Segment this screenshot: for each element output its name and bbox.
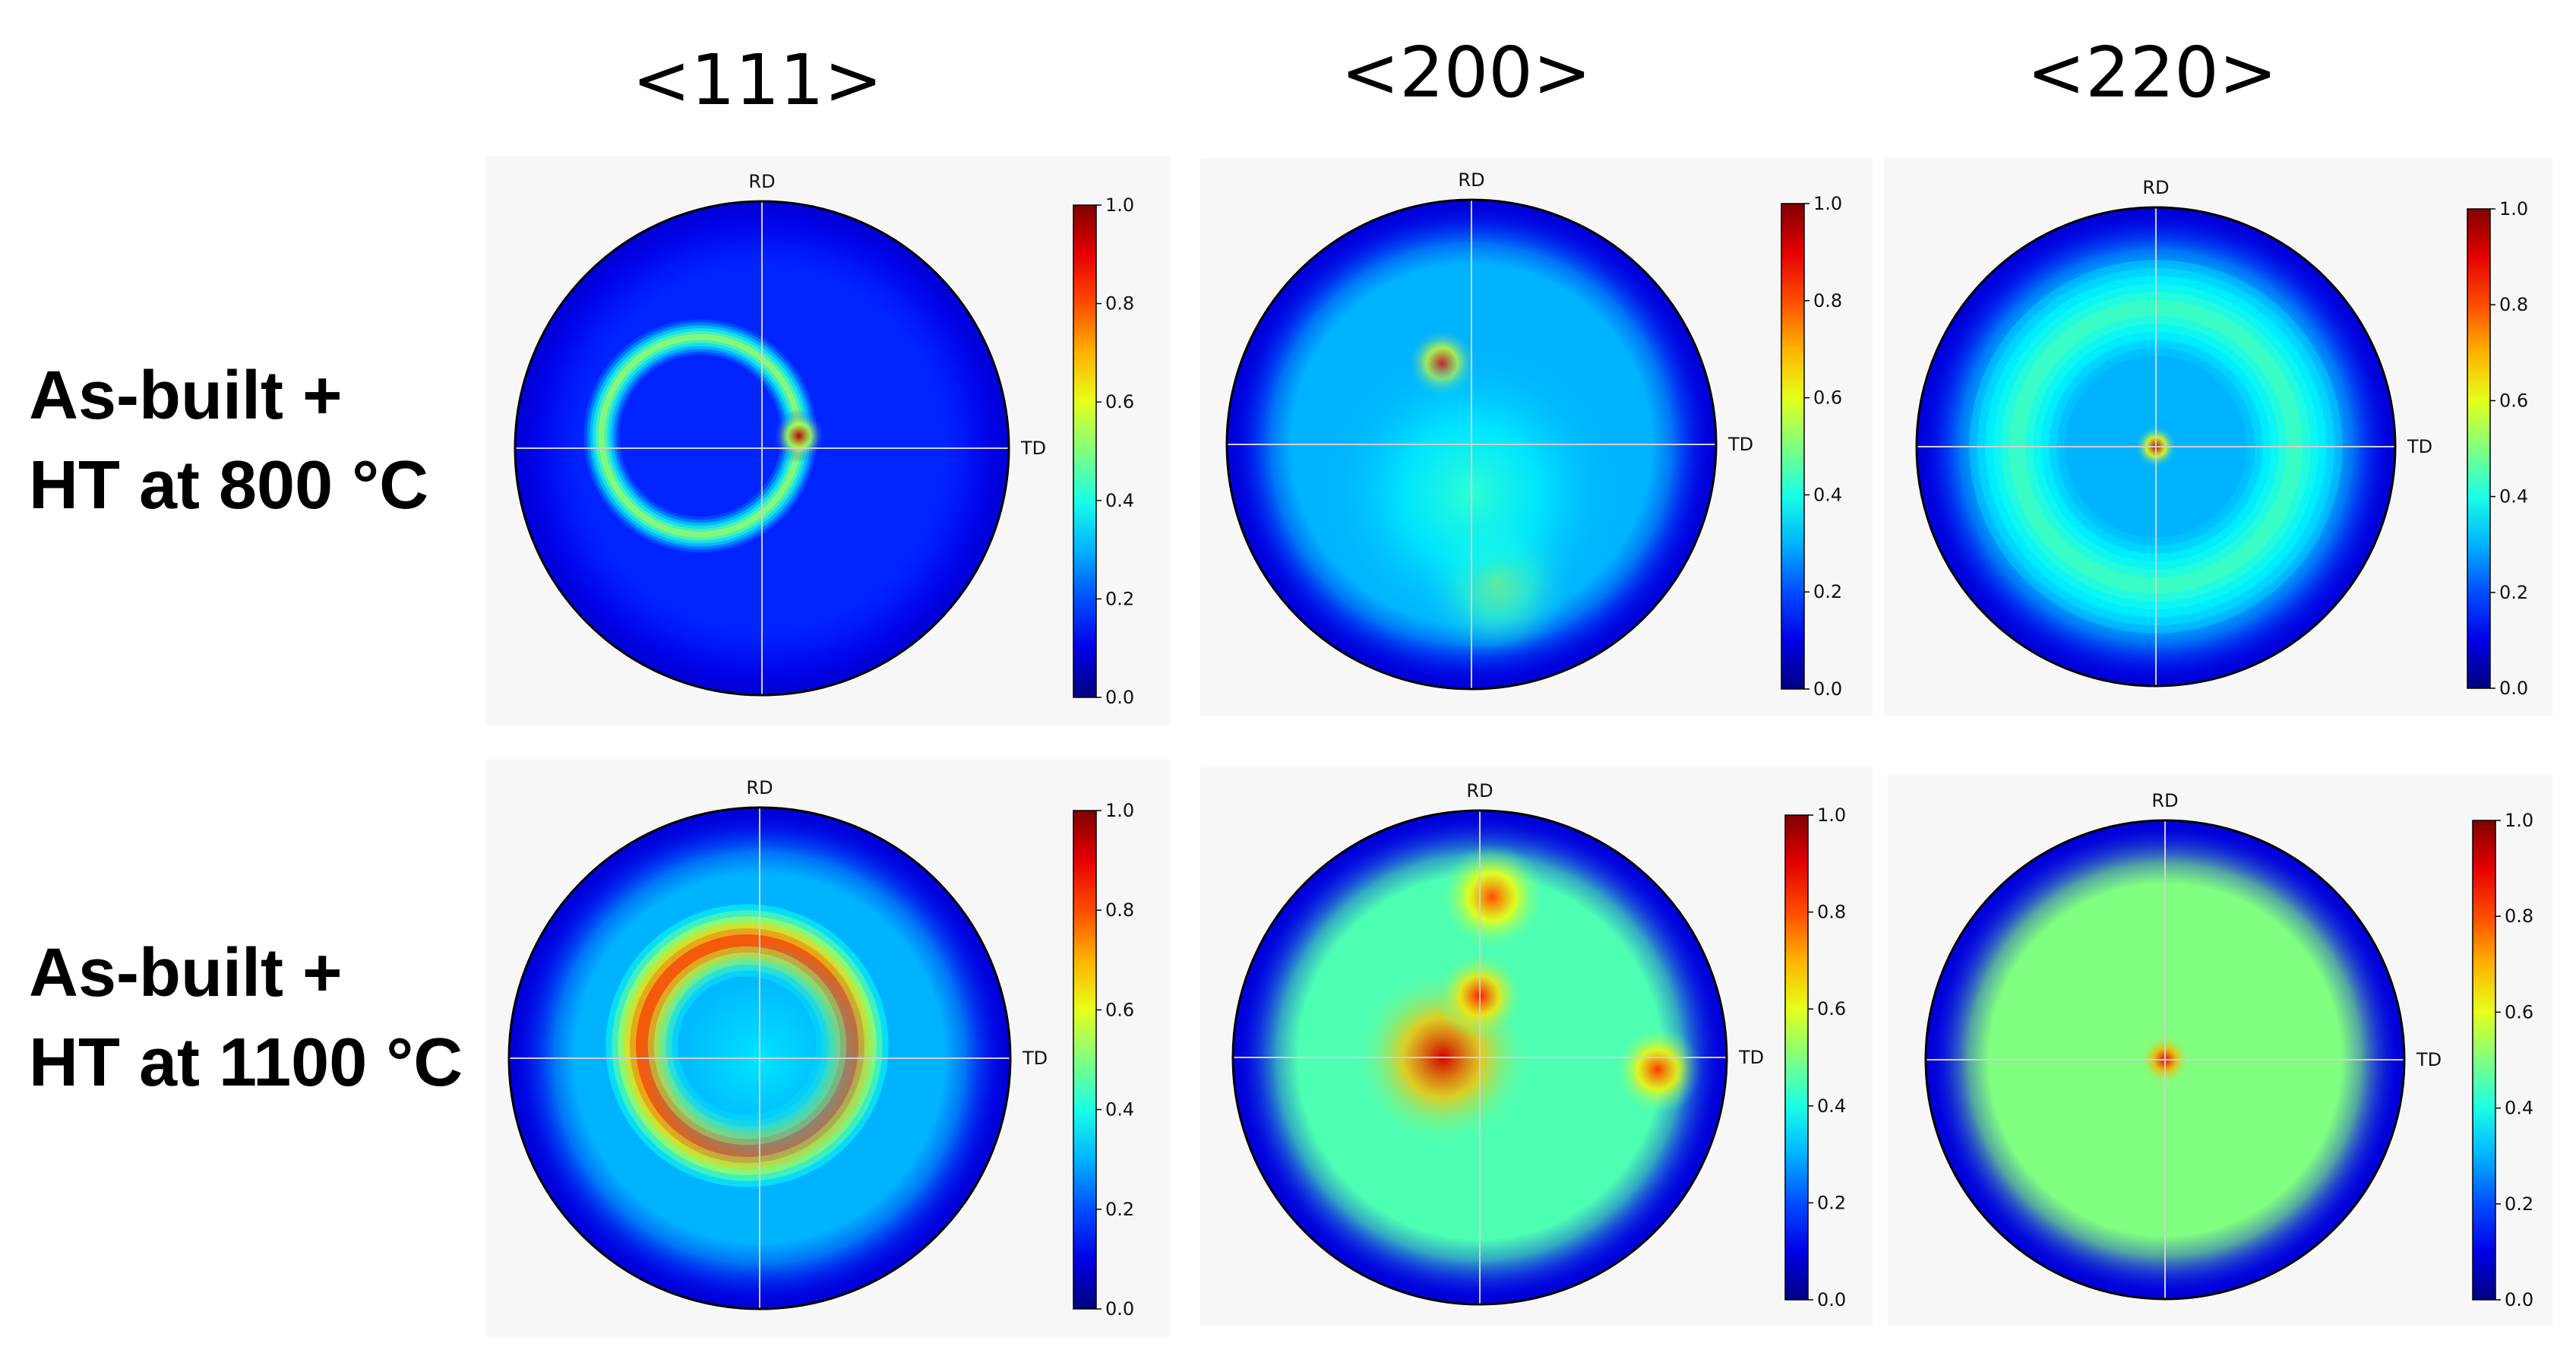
pole-figure-2: RD TD 0.0 0.2 0.4 0.6 0.8 1.0 xyxy=(1915,177,2528,699)
colorbar-tick-label: 1.0 xyxy=(2499,198,2528,220)
colorbar-tick-label: 0.2 xyxy=(1817,1192,1846,1213)
rd-label: RD xyxy=(2151,790,2178,811)
row-label-1100-line2: HT at 1100 °C xyxy=(29,1025,463,1101)
colorbar-tick-label: 0.0 xyxy=(1105,687,1134,708)
pole-figure-4: RD TD 0.0 0.2 0.4 0.6 0.8 1.0 xyxy=(1231,780,1846,1310)
pole-figure-outline xyxy=(1924,819,2406,1301)
pole-figure-outline xyxy=(514,200,1010,697)
colorbar-tick-label: 0.8 xyxy=(1105,293,1134,315)
td-label: TD xyxy=(1022,1048,1048,1069)
colorbar-tick-label: 1.0 xyxy=(1817,804,1846,826)
column-title-200: <200> xyxy=(1341,32,1591,113)
colorbar-tick-label: 0.6 xyxy=(1817,998,1846,1019)
colorbar-tick-label: 0.0 xyxy=(2499,678,2528,699)
td-label: TD xyxy=(1020,438,1046,459)
colorbar-tick-label: 0.6 xyxy=(2505,1001,2533,1023)
colorbar xyxy=(1784,814,1809,1301)
colorbar-tick-label: 0.4 xyxy=(1813,484,1842,505)
colorbar xyxy=(1781,203,1805,690)
colorbar-tick-label: 0.4 xyxy=(2499,486,2528,507)
pole-figure-outline xyxy=(507,806,1012,1310)
row-label-800-line1: As-built + xyxy=(29,358,343,434)
colorbar xyxy=(1073,204,1097,698)
colorbar xyxy=(2472,820,2496,1301)
colorbar-tick-label: 0.6 xyxy=(1813,387,1842,409)
pole-figure-outline xyxy=(1225,198,1718,691)
pole-figure-1: RD TD 0.0 0.2 0.4 0.6 0.8 1.0 xyxy=(1225,169,1842,700)
colorbar xyxy=(1073,810,1097,1310)
pole-figure-outline xyxy=(1231,809,1728,1306)
colorbar-tick-label: 0.4 xyxy=(2505,1098,2533,1119)
colorbar-tick-label: 0.2 xyxy=(1105,1199,1134,1220)
colorbar-tick-label: 0.8 xyxy=(1105,899,1134,921)
rd-label: RD xyxy=(2142,177,2169,198)
colorbar-tick-label: 1.0 xyxy=(1813,193,1842,214)
pole-figure-0: RD TD 0.0 0.2 0.4 0.6 0.8 1.0 xyxy=(514,171,1134,708)
rd-label: RD xyxy=(1466,780,1493,801)
colorbar-tick-label: 0.0 xyxy=(1813,678,1842,700)
colorbar-tick-label: 0.6 xyxy=(1105,391,1134,412)
colorbar-tick-label: 0.0 xyxy=(2505,1289,2533,1310)
row-label-800: As-built + HT at 800 °C xyxy=(29,351,428,530)
td-label: TD xyxy=(1738,1047,1764,1068)
colorbar-tick-label: 0.8 xyxy=(2505,906,2533,927)
colorbar-tick-label: 0.8 xyxy=(1817,902,1846,923)
colorbar-tick-label: 0.6 xyxy=(2499,390,2528,411)
row-label-800-line2: HT at 800 °C xyxy=(29,447,429,523)
colorbar-tick-label: 0.4 xyxy=(1817,1095,1846,1117)
row-label-1100: As-built + HT at 1100 °C xyxy=(29,928,463,1108)
td-label: TD xyxy=(1727,434,1753,455)
colorbar-tick-label: 0.2 xyxy=(1813,581,1842,602)
colorbar-tick-label: 0.4 xyxy=(1105,1099,1134,1121)
td-label: TD xyxy=(2416,1049,2442,1070)
colorbar-tick-label: 1.0 xyxy=(2505,810,2533,831)
colorbar-tick-label: 1.0 xyxy=(1105,194,1134,216)
colorbar-tick-label: 0.2 xyxy=(1105,588,1134,609)
row-label-1100-line1: As-built + xyxy=(29,935,343,1011)
colorbar-tick-label: 0.0 xyxy=(1817,1289,1846,1310)
rd-label: RD xyxy=(1458,169,1484,191)
rd-label: RD xyxy=(746,777,773,798)
colorbar xyxy=(2467,208,2491,689)
pole-figure-3: RD TD 0.0 0.2 0.4 0.6 0.8 1.0 xyxy=(507,777,1134,1320)
colorbar-tick-label: 0.2 xyxy=(2499,582,2528,603)
colorbar-tick-label: 0.8 xyxy=(1813,290,1842,311)
pole-figure-outline xyxy=(1915,206,2397,687)
colorbar-tick-label: 0.0 xyxy=(1105,1298,1134,1320)
pole-figure-5: RD TD 0.0 0.2 0.4 0.6 0.8 1.0 xyxy=(1924,790,2533,1310)
colorbar-tick-label: 0.8 xyxy=(2499,294,2528,315)
colorbar-tick-label: 0.4 xyxy=(1105,490,1134,511)
colorbar-tick-label: 0.6 xyxy=(1105,999,1134,1020)
rd-label: RD xyxy=(748,171,775,192)
column-title-220: <220> xyxy=(2027,32,2277,113)
colorbar-tick-label: 0.2 xyxy=(2505,1193,2533,1215)
colorbar-tick-label: 1.0 xyxy=(1105,800,1134,821)
td-label: TD xyxy=(2407,436,2432,457)
column-title-111: <111> xyxy=(632,40,883,121)
